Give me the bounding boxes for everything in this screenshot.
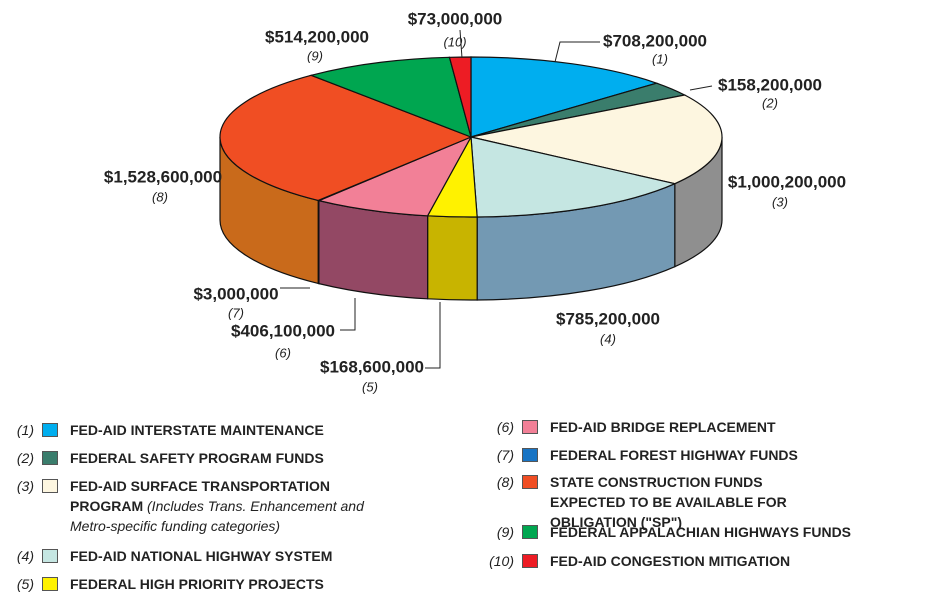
index-label: (7) xyxy=(228,305,244,320)
legend-text: FED-AID INTERSTATE MAINTENANCE xyxy=(70,420,430,440)
legend-swatch xyxy=(42,479,58,493)
legend-swatch xyxy=(522,448,538,462)
legend-index: (6) xyxy=(496,419,514,435)
pie-slice xyxy=(316,135,473,217)
legend-swatch xyxy=(522,475,538,489)
legend-swatch xyxy=(522,420,538,434)
index-label: (9) xyxy=(307,48,323,63)
leader-line xyxy=(554,41,600,63)
index-label: (4) xyxy=(600,331,616,346)
legend-swatch xyxy=(522,525,538,539)
legend-label: FED-AID INTERSTATE MAINTENANCE xyxy=(70,422,324,438)
value-label: $708,200,000 xyxy=(603,31,707,50)
legend-index: (1) xyxy=(16,422,34,438)
legend-label: FED-AID BRIDGE REPLACEMENT xyxy=(550,419,776,435)
value-label: $514,200,000 xyxy=(265,27,369,46)
legend-swatch xyxy=(522,554,538,568)
pie-slice xyxy=(448,56,472,138)
legend-label: FED-AID NATIONAL HIGHWAY SYSTEM xyxy=(70,548,333,564)
value-label: $1,528,600,000 xyxy=(104,167,222,186)
pie-slice xyxy=(470,136,677,218)
legend-index: (10) xyxy=(489,553,514,569)
legend-index: (4) xyxy=(16,548,34,564)
index-label: (1) xyxy=(652,51,668,66)
pie-slice xyxy=(470,94,723,185)
legend-index: (2) xyxy=(16,450,34,466)
legend-text: FED-AID SURFACE TRANSPORTATION PROGRAM (… xyxy=(70,476,390,536)
legend-label: STATE CONSTRUCTION FUNDS EXPECTED TO BE … xyxy=(550,474,787,530)
index-label: (8) xyxy=(152,189,168,204)
legend-swatch xyxy=(42,451,58,465)
index-label: (6) xyxy=(275,345,291,360)
legend-label: FEDERAL FOREST HIGHWAY FUNDS xyxy=(550,447,798,463)
value-label: $785,200,000 xyxy=(556,309,660,328)
index-label: (3) xyxy=(772,194,788,209)
legend-swatch xyxy=(42,577,58,591)
value-label: $3,000,000 xyxy=(193,284,278,303)
index-label: (2) xyxy=(762,95,778,110)
pie-slice xyxy=(219,74,473,202)
legend-text: FED-AID NATIONAL HIGHWAY SYSTEM xyxy=(70,546,430,566)
pie-slice xyxy=(470,56,659,138)
leader-line xyxy=(340,298,356,331)
pie-slice xyxy=(309,56,472,138)
value-label: $168,600,000 xyxy=(320,357,424,376)
pie-side xyxy=(427,215,478,301)
value-label: $73,000,000 xyxy=(408,9,503,28)
legend-swatch xyxy=(42,549,58,563)
leader-line xyxy=(459,29,463,59)
legend-label: FEDERAL APPALACHIAN HIGHWAYS FUNDS xyxy=(550,524,852,540)
legend-index: (7) xyxy=(496,447,514,463)
index-label: (5) xyxy=(362,379,378,394)
legend-index: (8) xyxy=(496,474,514,490)
legend-index: (3) xyxy=(16,478,34,494)
legend-text: FEDERAL APPALACHIAN HIGHWAYS FUNDS xyxy=(550,522,910,542)
value-label: $1,000,200,000 xyxy=(728,172,846,191)
legend-label: FEDERAL HIGH PRIORITY PROJECTS xyxy=(70,576,324,592)
legend-text: FEDERAL HIGH PRIORITY PROJECTS xyxy=(70,574,430,594)
legend-text: FEDERAL SAFETY PROGRAM FUNDS xyxy=(70,448,430,468)
legend-text: STATE CONSTRUCTION FUNDS EXPECTED TO BE … xyxy=(550,472,840,532)
legend-index: (5) xyxy=(16,576,34,592)
index-label: (10) xyxy=(443,34,466,49)
legend-note: (Includes Trans. Enhancement and Metro-s… xyxy=(70,498,364,534)
legend-label: FEDERAL SAFETY PROGRAM FUNDS xyxy=(70,450,324,466)
legend-swatch xyxy=(42,423,58,437)
value-label: $158,200,000 xyxy=(718,75,822,94)
leader-line xyxy=(425,302,441,369)
legend-index: (9) xyxy=(496,524,514,540)
leader-line xyxy=(689,85,713,91)
legend-text: FED-AID BRIDGE REPLACEMENT xyxy=(550,417,910,437)
pie-side xyxy=(318,199,429,300)
legend-text: FEDERAL FOREST HIGHWAY FUNDS xyxy=(550,445,910,465)
legend-text: FED-AID CONGESTION MITIGATION xyxy=(550,551,910,571)
legend-label: FED-AID CONGESTION MITIGATION xyxy=(550,553,791,569)
value-label: $406,100,000 xyxy=(231,321,335,340)
legend-label: FED-AID SURFACE TRANSPORTATION PROGRAM xyxy=(70,478,331,514)
